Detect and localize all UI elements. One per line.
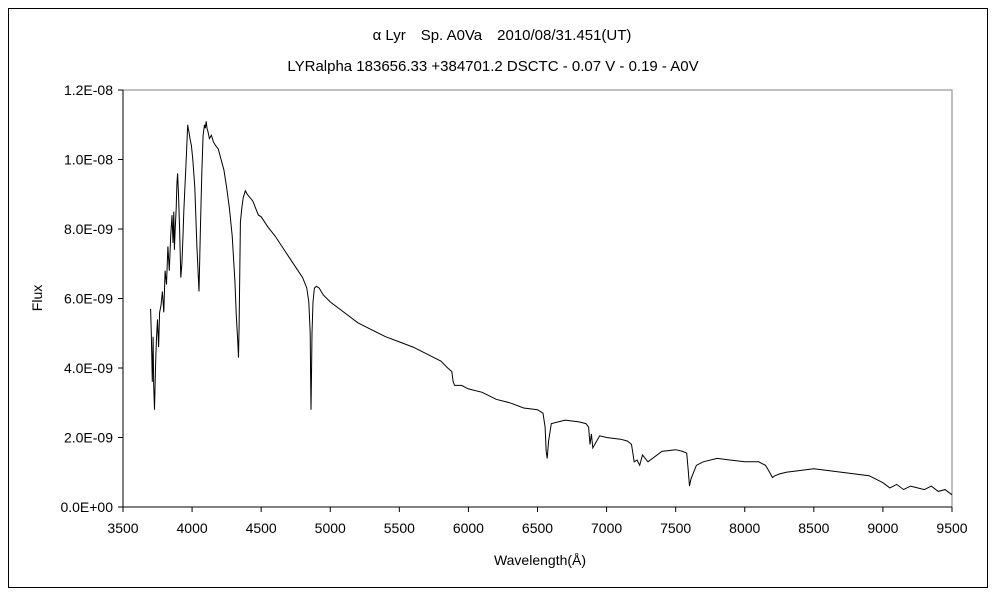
y-tick-label: 1.2E-08 [64, 82, 113, 98]
x-tick-label: 8000 [729, 520, 760, 536]
flux-series-line [150, 121, 953, 496]
x-tick-label: 7500 [660, 520, 691, 536]
x-tick-label: 4500 [246, 520, 277, 536]
x-tick-label: 5500 [384, 520, 415, 536]
x-tick-label: 5000 [315, 520, 346, 536]
y-tick-label: 0.0E+00 [60, 499, 113, 515]
x-ticks: 3500 4000 4500 5000 5500 6000 6500 7000 7500 8000… [107, 507, 968, 536]
x-tick-label: 6500 [522, 520, 553, 536]
x-axis-label: Wavelength(Å) [494, 552, 586, 568]
y-tick-label: 8.0E-09 [64, 221, 113, 237]
chart-frame [8, 8, 988, 588]
x-tick-label: 7000 [591, 520, 622, 536]
y-ticks: 0.0E+00 2.0E-09 4.0E-09 6.0E-09 8.0E-09 1.0E-… [60, 82, 123, 515]
chart-subtitle: LYRalpha 183656.33 +384701.2 DSCTC - 0.0… [287, 58, 698, 75]
y-tick-label: 4.0E-09 [64, 360, 113, 376]
x-tick-label: 4000 [177, 520, 208, 536]
chart-title: α Lyr Sp. A0Va 2010/08/31.451(UT) [373, 27, 632, 44]
x-tick-label: 3500 [107, 520, 138, 536]
x-tick-label: 9000 [867, 520, 898, 536]
y-tick-label: 1.0E-08 [64, 152, 113, 168]
y-tick-label: 6.0E-09 [64, 291, 113, 307]
x-tick-label: 6000 [453, 520, 484, 536]
plot-area [122, 89, 953, 508]
y-tick-label: 2.0E-09 [64, 430, 113, 446]
x-tick-label: 8500 [798, 520, 829, 536]
x-tick-label: 9500 [936, 520, 967, 536]
y-axis-label: Flux [29, 285, 45, 311]
